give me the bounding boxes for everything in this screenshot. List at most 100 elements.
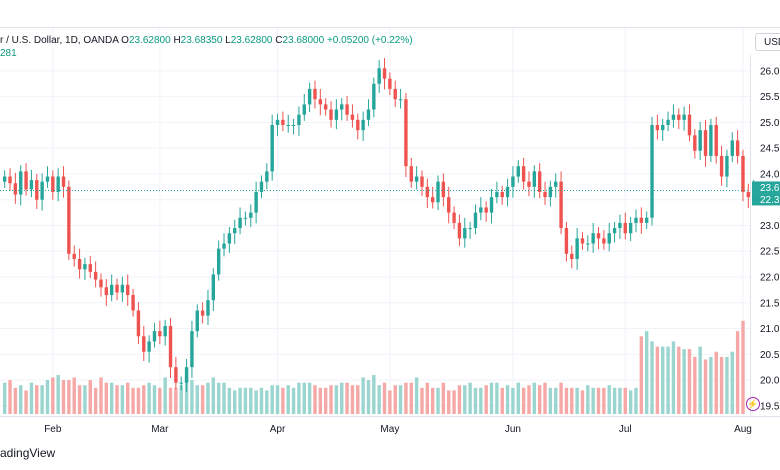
candle-body <box>13 183 18 195</box>
volume-bar <box>147 382 151 414</box>
volume-bar <box>463 385 467 414</box>
candle-body <box>120 284 125 293</box>
candle-body <box>661 124 665 131</box>
volume-bar <box>468 382 472 414</box>
volume-bar <box>377 385 381 414</box>
volume-bar <box>184 377 189 414</box>
time-tick-label: Apr <box>270 424 286 435</box>
volume-bar <box>644 331 649 414</box>
close-value: 23.68000 <box>282 35 325 46</box>
volume-bar <box>350 385 355 414</box>
candle-body <box>527 181 531 187</box>
candle-body <box>714 124 718 156</box>
candle-body <box>88 264 92 272</box>
volume-bar <box>388 390 392 414</box>
price-tick-label: 20.0 <box>760 376 780 387</box>
volume-bar <box>457 385 462 414</box>
volume-bar <box>532 382 537 414</box>
candle-body <box>409 166 413 182</box>
symbol-name[interactable]: r / U.S. Dollar, 1D, OANDA <box>0 35 119 46</box>
volume-bar <box>29 382 34 414</box>
candle-body <box>447 197 451 213</box>
volume-bar <box>361 377 365 414</box>
candle-body <box>211 274 216 301</box>
volume-bar <box>602 387 606 414</box>
time-axis[interactable]: Feb Mar Apr May Jun Jul Aug <box>44 424 752 435</box>
volume-bar <box>516 382 520 414</box>
volume-bar <box>19 385 23 414</box>
candle-body <box>612 228 617 234</box>
volume-bar <box>586 385 590 414</box>
volume-bar <box>115 385 119 414</box>
candle-body <box>254 191 258 213</box>
volume-bar <box>206 382 210 414</box>
price-axis[interactable]: 26.025.525.024.524.023.523.022.522.021.5… <box>752 66 780 412</box>
candle-body <box>511 176 515 187</box>
open-label: O <box>121 35 129 46</box>
volume-bar <box>281 387 285 414</box>
low-value: 23.62800 <box>230 35 273 46</box>
candle-body <box>291 124 296 126</box>
candle-body <box>698 130 702 151</box>
candle-body <box>72 253 76 259</box>
volume-bar <box>334 385 339 414</box>
volume-bar <box>302 382 306 414</box>
volume-bar <box>356 385 360 414</box>
volume-bar <box>730 351 734 414</box>
volume-bar <box>372 374 376 414</box>
volume-bar <box>521 387 526 414</box>
candle-body <box>644 217 649 223</box>
volume-bar <box>725 356 729 414</box>
low-label: L <box>225 35 231 46</box>
volume-bar <box>233 390 237 414</box>
candle-body <box>436 181 440 203</box>
volume-bar <box>222 382 226 414</box>
time-tick-label: Feb <box>44 424 62 435</box>
candle-body <box>735 140 740 156</box>
volume-bar <box>77 385 82 414</box>
candle-body <box>265 171 269 182</box>
volume-bar <box>179 385 183 414</box>
price-tick-label: 25.5 <box>760 92 780 103</box>
volume-bar <box>719 356 724 414</box>
candle-body <box>521 166 526 182</box>
volume-bar <box>190 380 194 414</box>
candle-body <box>452 212 456 223</box>
candle-body <box>602 238 606 244</box>
volume-bar <box>682 349 686 414</box>
candle-body <box>163 325 167 337</box>
candle-body <box>484 207 488 213</box>
volume-bar <box>83 385 87 414</box>
candle-body <box>206 300 210 316</box>
time-tick-label: Mar <box>151 424 169 435</box>
volume-bar <box>591 387 595 414</box>
time-tick-label: Jul <box>619 424 632 435</box>
brand-logo[interactable]: adingView <box>0 446 56 460</box>
currency-button[interactable]: USD <box>755 33 780 51</box>
price-tick-label: 23.0 <box>760 221 780 232</box>
candle-body <box>628 222 633 234</box>
volume-bar <box>693 356 697 414</box>
time-tick-label: May <box>380 424 399 435</box>
candle-body <box>29 180 34 190</box>
candle-body <box>382 68 387 79</box>
volume-bar <box>505 385 510 414</box>
close-label: C <box>275 35 283 46</box>
candle-body <box>693 135 697 151</box>
candle-body <box>45 176 50 182</box>
lightning-icon[interactable]: ⚡ <box>746 397 760 411</box>
volume-bar <box>67 380 71 414</box>
volume-bar <box>420 387 424 414</box>
volume-bar <box>259 387 264 414</box>
volume-bar <box>174 387 178 414</box>
volume-bar <box>441 382 446 414</box>
candle-body <box>340 104 344 110</box>
candle-body <box>334 109 339 120</box>
candle-body <box>559 181 563 229</box>
candle-body <box>393 88 397 100</box>
candle-body <box>243 217 248 219</box>
volume-bar <box>554 387 558 414</box>
high-label: H <box>173 35 181 46</box>
candle-body <box>639 217 644 223</box>
